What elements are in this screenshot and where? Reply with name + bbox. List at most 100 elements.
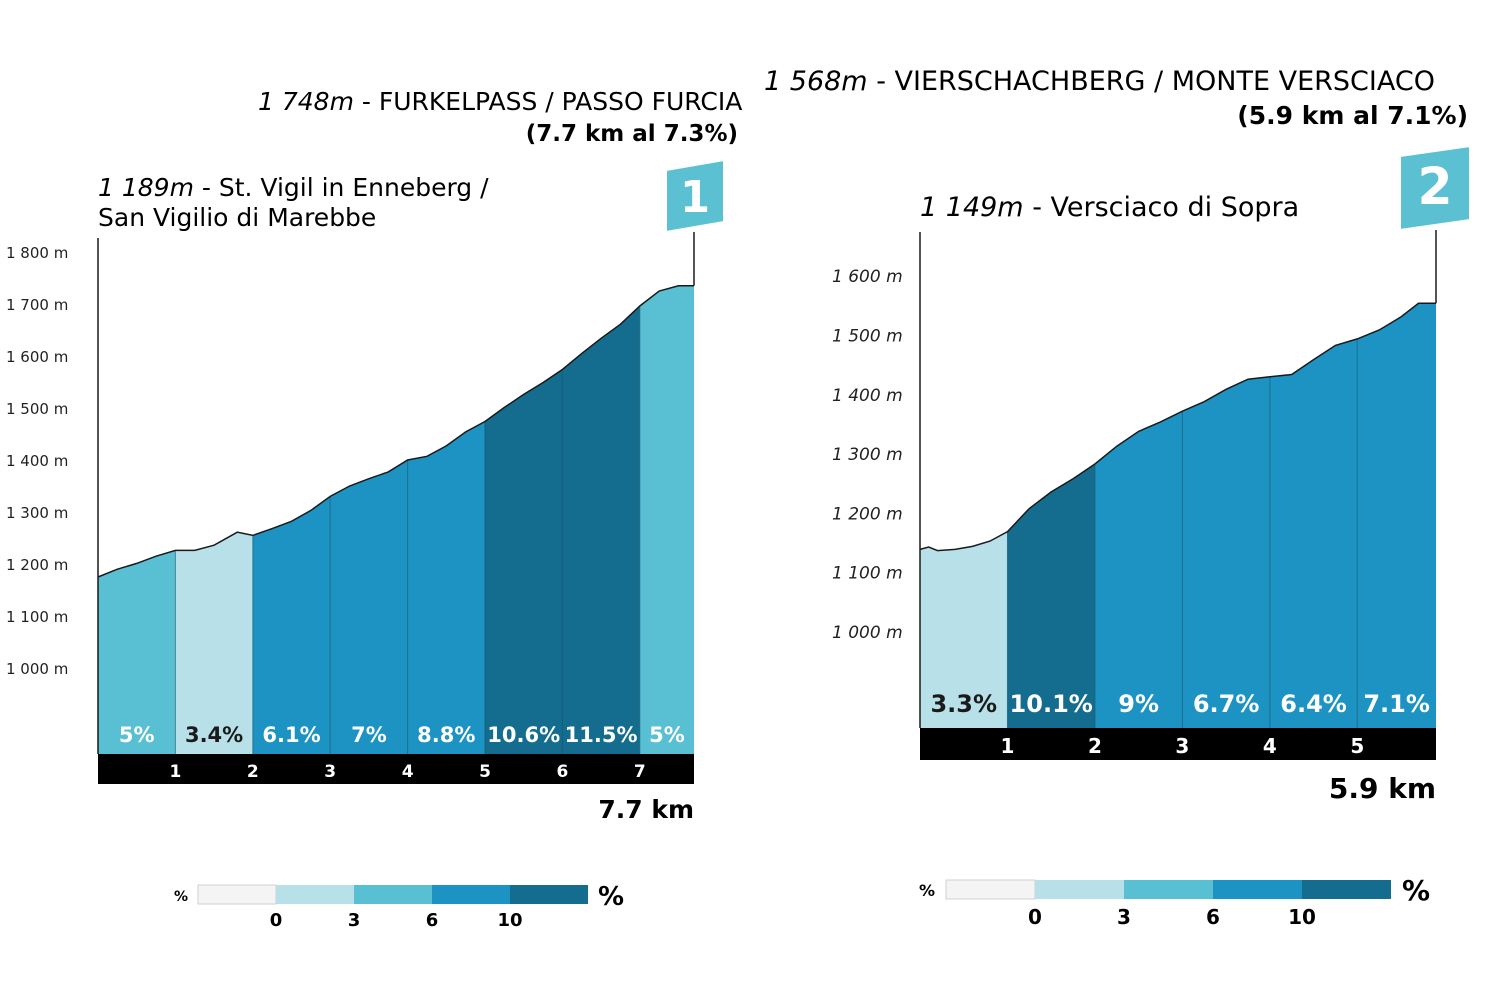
legend-swatch: [510, 885, 588, 904]
legend-swatch: [354, 885, 432, 904]
segment-grade-label: 6.7%: [1193, 690, 1260, 718]
legend-percent-left: %: [174, 889, 188, 905]
legend-tick-label: 6: [1206, 905, 1220, 929]
legend-swatch: [1213, 880, 1302, 899]
y-tick-label: 1 500 m: [832, 327, 903, 347]
segment-grade-label: 7.1%: [1363, 690, 1430, 718]
summit-name: - FURKELPASS / PASSO FURCIA: [362, 87, 742, 116]
legend-swatch: [1302, 880, 1391, 899]
y-tick-label: 1 300 m: [832, 445, 903, 465]
gradient-segment: [1269, 338, 1358, 728]
y-tick-label: 1 700 m: [6, 296, 68, 314]
segment-grade-label: 3.3%: [930, 690, 997, 718]
start-name: - Versciaco di Sopra: [1032, 192, 1299, 223]
y-tick-label: 1 100 m: [6, 608, 68, 626]
start-name: - St. Vigil in Enneberg /: [202, 173, 489, 202]
km-tick-label: 5: [1350, 734, 1364, 758]
km-tick-label: 1: [169, 762, 181, 782]
segment-grade-label: 10.1%: [1010, 690, 1093, 718]
km-tick-label: 4: [1263, 734, 1277, 758]
legend-percent-left: %: [919, 881, 935, 900]
climb-number-badge: [665, 158, 725, 234]
y-tick-label: 1 400 m: [6, 452, 68, 470]
segment-grade-label: 11.5%: [565, 723, 638, 747]
segment-grade-label: 5%: [119, 723, 155, 747]
y-tick-label: 1 100 m: [832, 564, 903, 584]
climb-profile-2: 1 568m - VIERSCHACHBERG / MONTE VERSCIAC…: [764, 66, 1471, 805]
climb-number-label: 1: [680, 173, 710, 223]
segment-grade-label: 6.4%: [1280, 690, 1347, 718]
legend-tick-label: 10: [1288, 905, 1316, 929]
summit-title: 1 568m - VIERSCHACHBERG / MONTE VERSCIAC…: [764, 66, 1435, 97]
climb-profile-1: 1 748m - FURKELPASS / PASSO FURCIA (7.7 k…: [6, 87, 742, 824]
start-altitude: 1 189m: [98, 173, 202, 202]
legend-swatch: [945, 879, 1036, 900]
summit-stats: (7.7 km al 7.3%): [526, 121, 738, 147]
gradient-legend-1: 0 3 6 10%%: [174, 882, 624, 931]
gradient-segment: [639, 285, 694, 754]
legend-swatch: [432, 885, 510, 904]
gradient-segment: [485, 369, 563, 754]
gradient-segment: [330, 459, 408, 754]
km-tick-label: 7: [634, 762, 646, 782]
total-distance-label: 7.7 km: [598, 795, 694, 824]
legend-swatch: [276, 885, 354, 904]
segment-grade-label: 8.8%: [417, 723, 475, 747]
summit-title: 1 748m - FURKELPASS / PASSO FURCIA: [258, 87, 742, 116]
km-tick-label: 3: [1175, 734, 1189, 758]
km-tick-label: 2: [247, 762, 259, 782]
start-name-line2: San Vigilio di Marebbe: [98, 203, 376, 232]
legend-tick-label: 0: [1028, 905, 1042, 929]
gradient-segment: [562, 306, 640, 754]
segment-grade-label: 9%: [1118, 690, 1159, 718]
y-tick-label: 1 400 m: [832, 386, 903, 406]
km-bar: [98, 754, 694, 784]
gradient-segment: [1357, 303, 1436, 728]
gradient-segment: [1182, 376, 1270, 728]
legend-swatch: [1124, 880, 1213, 899]
y-tick-label: 1 800 m: [6, 244, 68, 262]
y-tick-label: 1 300 m: [6, 504, 68, 522]
profile-outline: [919, 302, 1436, 552]
segment-grade-label: 3.4%: [185, 723, 243, 747]
legend-tick-label: 3: [348, 910, 361, 931]
legend-tick-label: 6: [426, 910, 439, 931]
y-tick-label: 1 200 m: [6, 556, 68, 574]
legend-tick-label: 3: [1117, 905, 1131, 929]
gradient-segment: [252, 496, 331, 754]
y-tick-label: 1 000 m: [6, 660, 68, 678]
km-bar: [920, 728, 1436, 760]
y-tick-label: 1 200 m: [832, 504, 903, 524]
km-tick-label: 4: [402, 762, 414, 782]
start-title: 1 189m - St. Vigil in Enneberg /: [98, 173, 489, 202]
y-tick-label: 1 600 m: [832, 267, 903, 287]
legend-percent-right: %: [1402, 874, 1430, 907]
start-altitude: 1 149m: [920, 192, 1032, 223]
y-tick-label: 1 000 m: [832, 623, 903, 643]
gradient-segment: [175, 532, 253, 754]
km-tick-label: 6: [556, 762, 568, 782]
start-title: 1 149m - Versciaco di Sopra: [920, 192, 1299, 223]
segment-grade-label: 6.1%: [262, 723, 320, 747]
segment-grade-label: 5%: [649, 723, 685, 747]
summit-stats: (5.9 km al 7.1%): [1237, 101, 1468, 130]
profile-outline: [97, 285, 694, 578]
segment-grade-label: 7%: [351, 723, 387, 747]
climb-number-label: 2: [1417, 157, 1452, 216]
km-tick-label: 3: [324, 762, 336, 782]
legend-tick-label: 0: [270, 910, 283, 931]
summit-altitude: 1 568m: [764, 66, 876, 97]
gradient-segment: [98, 550, 176, 754]
legend-swatch: [197, 884, 277, 905]
km-tick-label: 5: [479, 762, 491, 782]
km-tick-label: 1: [1000, 734, 1014, 758]
legend-percent-right: %: [598, 882, 624, 912]
gradient-segment: [407, 421, 486, 754]
total-distance-label: 5.9 km: [1329, 772, 1436, 805]
y-tick-label: 1 500 m: [6, 400, 68, 418]
summit-name: - VIERSCHACHBERG / MONTE VERSCIACO: [876, 66, 1435, 97]
gradient-segment: [920, 531, 1008, 728]
summit-altitude: 1 748m: [258, 87, 362, 116]
y-tick-label: 1 600 m: [6, 348, 68, 366]
